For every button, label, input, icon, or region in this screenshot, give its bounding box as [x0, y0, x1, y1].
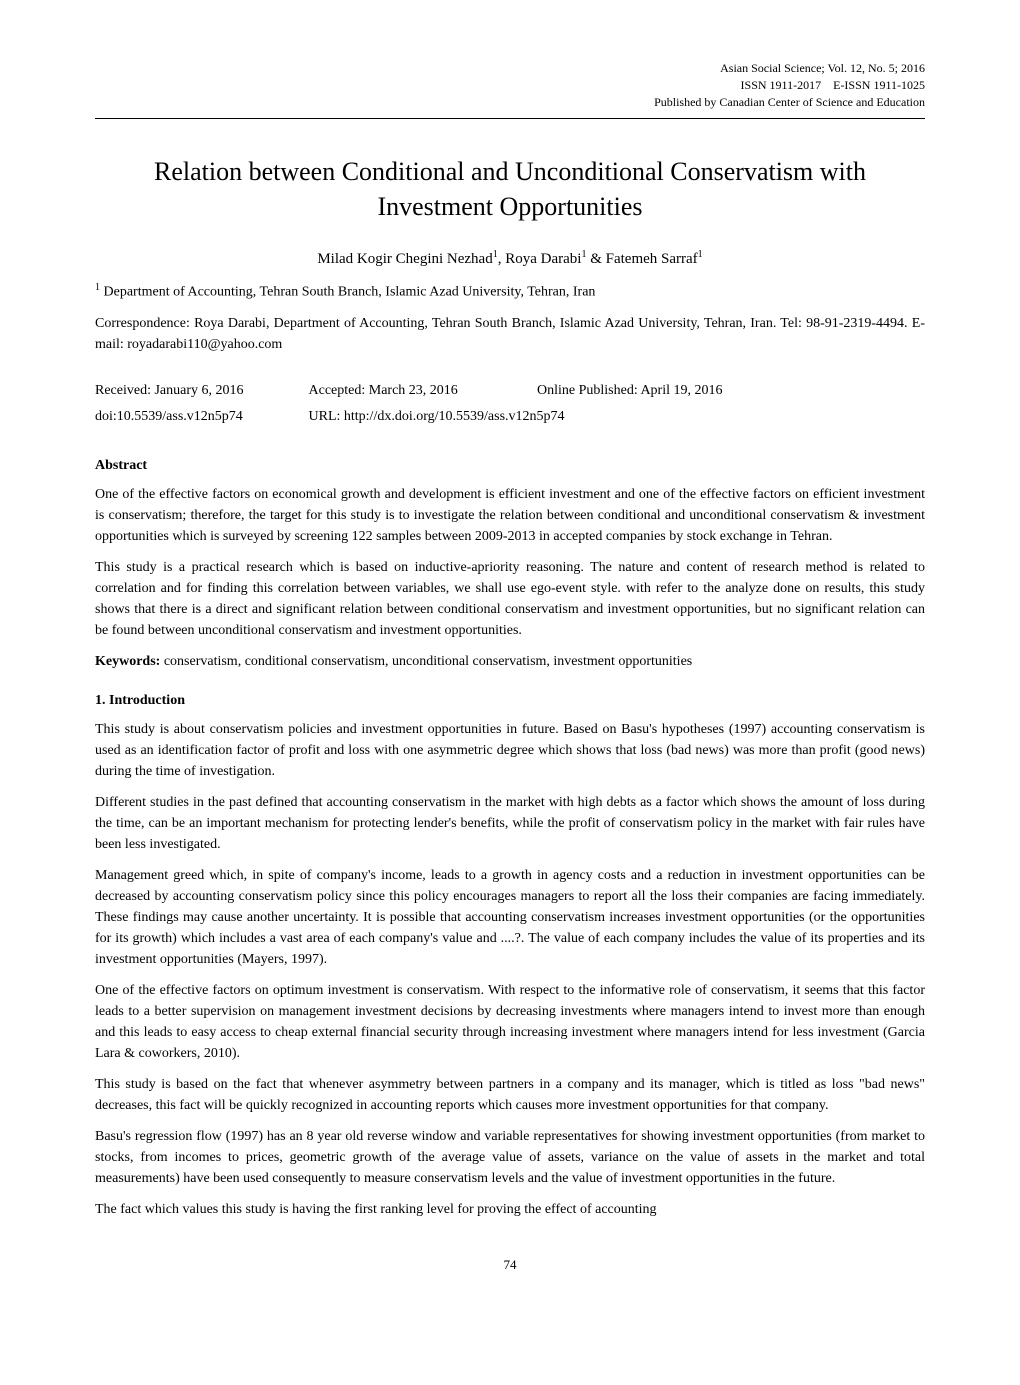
intro-para: Basu's regression flow (1997) has an 8 y…: [95, 1126, 925, 1189]
journal-issn: ISSN 1911-2017: [741, 78, 822, 92]
abstract-para: One of the effective factors on economic…: [95, 484, 925, 547]
doi-url: URL: http://dx.doi.org/10.5539/ass.v12n5…: [309, 409, 565, 424]
intro-para: One of the effective factors on optimum …: [95, 980, 925, 1064]
abstract-heading: Abstract: [95, 455, 925, 476]
published-date: Online Published: April 19, 2016: [537, 380, 723, 401]
keywords-text: conservatism, conditional conservatism, …: [160, 654, 692, 669]
intro-para: This study is about conservatism policie…: [95, 719, 925, 782]
doi: doi:10.5539/ass.v12n5p74: [95, 406, 305, 427]
journal-line-2: ISSN 1911-2017 E-ISSN 1911-1025: [95, 77, 925, 94]
paper-title: Relation between Conditional and Uncondi…: [95, 154, 925, 224]
intro-para: Management greed which, in spite of comp…: [95, 865, 925, 970]
received-date: Received: January 6, 2016: [95, 380, 305, 401]
authors: Milad Kogir Chegini Nezhad1, Roya Darabi…: [95, 247, 925, 271]
keywords-label: Keywords:: [95, 654, 160, 669]
accepted-date: Accepted: March 23, 2016: [309, 380, 534, 401]
intro-para: The fact which values this study is havi…: [95, 1199, 925, 1220]
journal-info: Asian Social Science; Vol. 12, No. 5; 20…: [95, 60, 925, 115]
journal-line-1: Asian Social Science; Vol. 12, No. 5; 20…: [95, 60, 925, 77]
header-rule: [95, 118, 925, 119]
doi-row: doi:10.5539/ass.v12n5p74 URL: http://dx.…: [95, 406, 925, 427]
intro-para: This study is based on the fact that whe…: [95, 1074, 925, 1116]
affiliation: 1 Department of Accounting, Tehran South…: [95, 280, 925, 303]
dates-row: Received: January 6, 2016 Accepted: Marc…: [95, 380, 925, 401]
abstract-para: This study is a practical research which…: [95, 557, 925, 641]
correspondence: Correspondence: Roya Darabi, Department …: [95, 313, 925, 355]
header: Asian Social Science; Vol. 12, No. 5; 20…: [95, 60, 925, 119]
intro-para: Different studies in the past defined th…: [95, 792, 925, 855]
intro-heading: 1. Introduction: [95, 690, 925, 711]
page-number: 74: [95, 1255, 925, 1275]
journal-line-3: Published by Canadian Center of Science …: [95, 94, 925, 111]
journal-eissn: E-ISSN 1911-1025: [833, 78, 925, 92]
keywords: Keywords: conservatism, conditional cons…: [95, 651, 925, 672]
